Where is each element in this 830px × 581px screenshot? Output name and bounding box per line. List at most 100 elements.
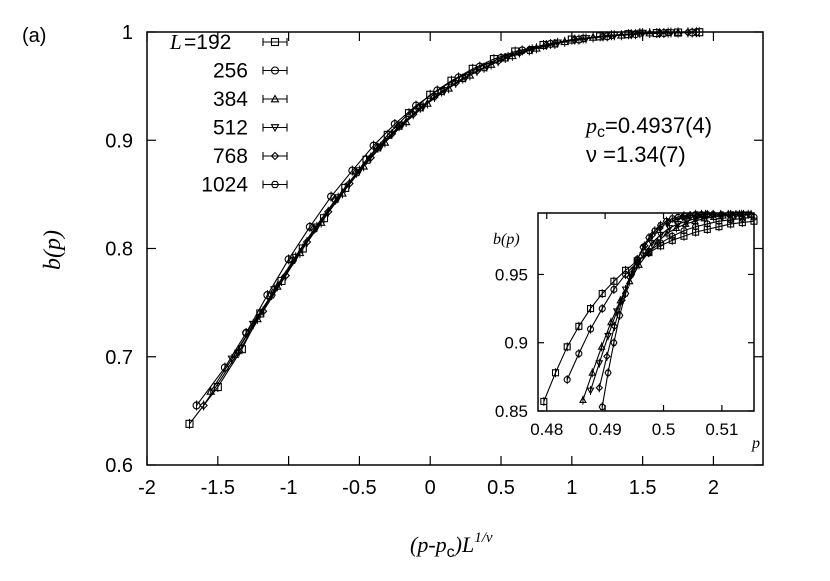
inset-data-point [656,222,665,229]
inset-data-point [563,343,571,351]
main-data-point [394,122,404,130]
inset-data-point [586,325,595,333]
inset-data-point [586,305,595,313]
pc-value: =0.4937(4) [605,113,712,138]
main-x-tick-label: 0 [425,477,436,499]
inset-data-point [627,271,636,278]
main-data-point [369,141,378,150]
inset-data-point [563,376,571,384]
inset-data-point [639,243,647,251]
inset-data-point [551,369,560,377]
main-x-tick-label: 2 [708,477,719,499]
main-series-group [185,27,704,429]
inset-data-point [633,256,641,263]
inset-data-point [575,350,583,358]
main-y-tick-label: 0.8 [105,239,133,261]
inset-data-point [610,277,618,285]
main-data-point [390,119,399,129]
inset-data-point [668,215,676,222]
nu-value: =1.34(7) [597,142,686,167]
inset-series-group [540,209,758,412]
inset-x-tick-label: 0.5 [652,420,676,439]
inset-y-tick-label: 0.95 [495,265,528,284]
inset-data-point [682,218,691,226]
inset-data-point [697,211,706,218]
inset-data-point [680,227,688,235]
main-data-point [258,307,268,316]
main-data-point [683,28,693,37]
main-data-point [366,153,376,162]
inset-x-tick-label: 0.51 [705,420,738,439]
main-y-axis-label: b(p) [40,230,66,270]
main-data-point [479,64,489,72]
main-data-point [550,40,559,48]
inset-data-point [604,332,612,341]
main-data-point [627,29,636,39]
main-data-point [437,87,446,96]
legend: L =192 256 384 512 768 1024 [169,30,288,197]
main-x-tick-label: -2 [138,477,156,499]
main-data-point [267,291,276,299]
panel-label: (a) [22,25,46,47]
main-data-point [663,28,673,37]
main-data-point [635,29,644,37]
inset-data-point [662,218,671,225]
legend-label: 384 [213,88,248,111]
x-label-sup: 1/ν [474,530,493,546]
legend-label: =192 [184,31,231,54]
inset-data-point [575,322,583,330]
inset-data-point [644,248,653,256]
main-series-line [245,31,697,334]
pc-annotation: pc=0.4937(4) [584,113,712,141]
pc-symbol: p [584,113,597,138]
legend-marker [270,37,280,47]
inset-data-point [686,212,694,219]
inset-data-point [663,229,671,237]
main-data-point [542,40,551,50]
main-data-point [416,104,425,112]
inset-data-point [610,285,618,294]
inset-data-point [680,212,688,219]
inset-x-tick-label: 0.48 [530,420,563,439]
legend-marker [270,151,280,161]
inset-data-point [651,227,659,234]
inset-data-point [540,397,548,405]
inset-data-point [586,387,595,395]
inset-data-point [598,305,606,313]
main-data-point [373,144,382,152]
main-data-point [408,109,418,119]
main-data-point [284,255,293,264]
main-data-point [412,101,421,110]
inset-data-point [645,234,653,241]
main-data-point [692,28,701,36]
main-data-point [331,196,340,204]
main-data-point [607,31,616,39]
main-x-tick-label: -0.5 [342,477,376,499]
main-data-point [515,48,524,57]
legend-label: 512 [213,117,248,140]
main-data-point [281,271,291,280]
main-data-point [288,256,297,264]
inset-data-point [724,210,733,219]
main-axis-ticks: -2 -1.5 -1 -0.5 0 0.5 1 1.5 20.60.70.80.91 [105,22,763,499]
main-data-point [433,86,442,95]
inset-data-point [595,384,604,392]
inset-data-point [616,312,624,319]
legend-marker [270,94,280,103]
inset-data-point [653,237,662,245]
inset-data-point [610,339,618,346]
main-data-point [458,74,467,83]
legend-label: 1024 [201,174,248,197]
main-x-tick-label: -1 [280,477,298,499]
main-data-point [234,347,244,356]
main-data-point [525,46,534,54]
pc-subscript: c [597,124,605,141]
main-data-point [309,225,319,233]
legend-marker [270,124,280,133]
inset-data-point [588,368,597,376]
inset-data-point [598,290,606,298]
main-data-point [598,32,608,41]
main-x-axis-label: (p-pc)L1/ν [410,530,493,561]
main-data-point [655,28,664,38]
